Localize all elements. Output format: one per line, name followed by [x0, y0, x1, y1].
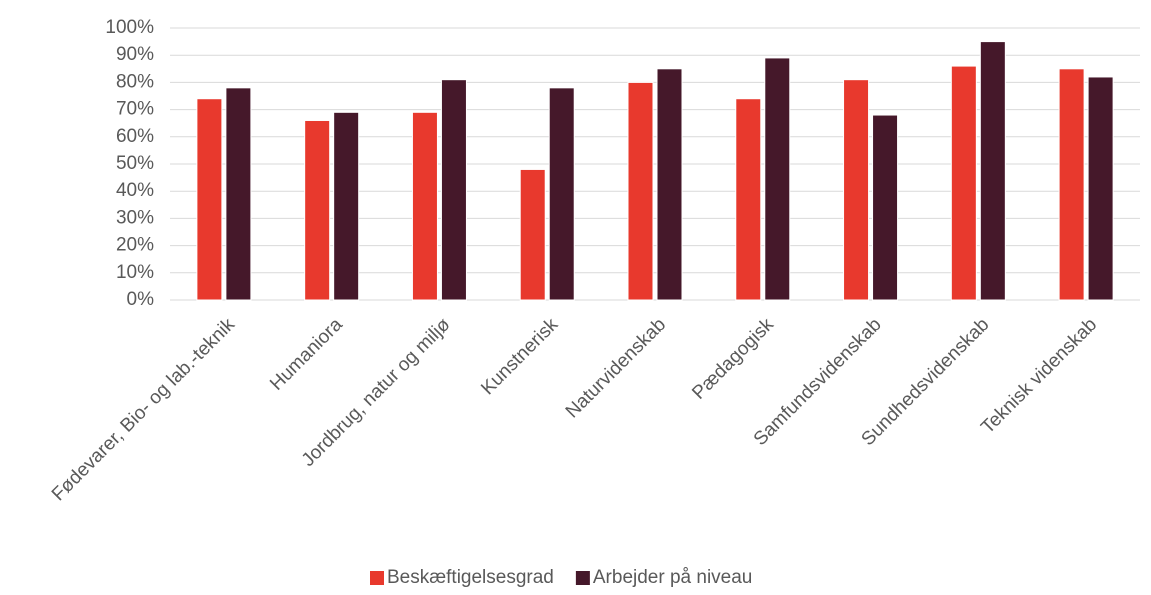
bar	[1087, 76, 1114, 301]
bar	[872, 114, 899, 301]
x-tick-label: Humaniora	[266, 314, 347, 395]
y-tick-label: 90%	[116, 44, 154, 65]
x-tick-label: Kunstnerisk	[477, 314, 562, 399]
y-tick-label: 80%	[116, 71, 154, 92]
y-tick-label: 70%	[116, 99, 154, 120]
bar	[411, 111, 438, 301]
y-tick-label: 10%	[116, 262, 154, 283]
x-tick-label: Pædagogisk	[688, 314, 778, 404]
bar	[1058, 68, 1085, 301]
y-tick-label: 100%	[105, 17, 154, 38]
legend-label: Arbejder på niveau	[593, 567, 753, 588]
bar	[627, 81, 654, 301]
y-tick-label: 20%	[116, 235, 154, 256]
bar	[519, 168, 546, 301]
bar	[196, 98, 223, 301]
y-tick-label: 30%	[116, 207, 154, 228]
y-tick-label: 60%	[116, 126, 154, 147]
bar	[656, 68, 683, 301]
legend-swatch	[575, 571, 590, 585]
bar	[979, 41, 1006, 301]
legend-swatch	[370, 571, 384, 585]
bar	[304, 119, 331, 301]
bar	[440, 79, 467, 301]
y-tick-label: 50%	[116, 153, 154, 174]
x-tick-label: Fødevarer, Bio- og lab.-teknik	[48, 314, 239, 505]
x-tick-label: Naturvidenskab	[562, 314, 670, 422]
bar	[548, 87, 575, 301]
x-tick-label: Teknisk videnskab	[977, 314, 1101, 438]
bar	[843, 79, 870, 301]
bar	[225, 87, 252, 301]
bar	[764, 57, 791, 301]
bar	[950, 65, 977, 301]
y-tick-label: 40%	[116, 180, 154, 201]
bar	[333, 111, 360, 301]
legend-label: Beskæftigelsesgrad	[387, 567, 554, 588]
y-tick-label: 0%	[127, 289, 155, 310]
bar	[735, 98, 762, 301]
